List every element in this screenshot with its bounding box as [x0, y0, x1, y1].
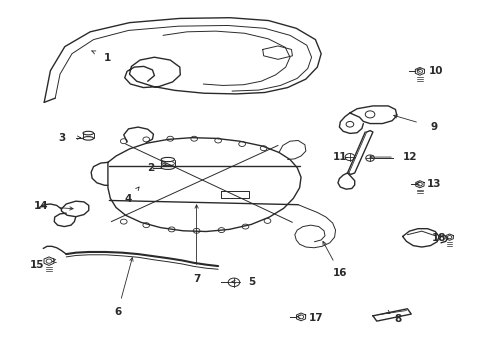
Text: 18: 18 — [430, 233, 445, 243]
Text: 9: 9 — [429, 122, 436, 132]
Text: 17: 17 — [308, 312, 323, 323]
Text: 4: 4 — [124, 194, 132, 204]
Text: 6: 6 — [114, 307, 121, 317]
Text: 3: 3 — [58, 133, 65, 143]
Text: 11: 11 — [332, 152, 347, 162]
Text: 7: 7 — [192, 274, 200, 284]
Text: 13: 13 — [426, 179, 440, 189]
Text: 8: 8 — [393, 314, 401, 324]
Text: 14: 14 — [34, 202, 48, 211]
Text: 5: 5 — [247, 277, 255, 287]
Text: 2: 2 — [147, 163, 154, 173]
Text: 15: 15 — [30, 260, 44, 270]
Text: 10: 10 — [428, 66, 443, 76]
Text: 16: 16 — [332, 269, 347, 279]
Text: 1: 1 — [104, 53, 111, 63]
Text: 12: 12 — [402, 152, 416, 162]
